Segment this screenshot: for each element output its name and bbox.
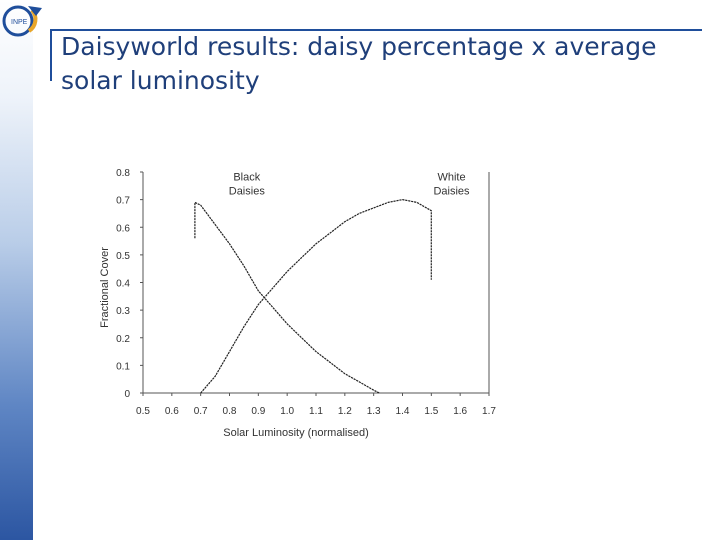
daisyworld-chart: 0 0.1 0.2 0.3 0.4 0.5 0.6 0.7 0.8 0.5 0.6 0.7 0.8 0.9… [99,168,496,439]
y-tick-label: 0.1 [116,361,130,372]
chart-series [194,199,432,394]
series-label: Daisies [433,185,470,197]
slide-title: Daisyworld results: daisy percentage x a… [61,32,657,95]
series-label: Daisies [229,185,266,197]
y-tick-label: 0.4 [116,279,130,290]
x-axis-title: Solar Luminosity (normalised) [223,427,369,439]
chart-labels: Black Daisies White Daisies Solar Luminosity… [99,171,470,439]
y-axis-title: Fractional Cover [99,247,111,328]
x-tick-label: 0.9 [251,406,265,417]
series-label: White [437,171,465,183]
x-tick-label: 1.2 [338,406,352,417]
x-tick-label: 1.3 [367,406,381,417]
x-tick-label: 0.8 [223,406,237,417]
x-tick-label: 1.5 [424,406,438,417]
y-tick-label: 0.3 [116,306,130,317]
x-tick-label: 1.4 [396,406,410,417]
series-line [194,201,380,394]
series-line [200,199,432,394]
x-tick-label: 1.7 [482,406,496,417]
y-tick-label: 0.6 [116,223,130,234]
chart-ticks: 0 0.1 0.2 0.3 0.4 0.5 0.6 0.7 0.8 0.5 0.6 0.7 0.8 0.9… [116,168,496,417]
series-label: Black [233,171,260,183]
y-tick-label: 0.2 [116,334,130,345]
y-tick-label: 0.8 [116,168,130,179]
inpe-logo-icon: INPE [2,5,42,37]
slide-sidebar [0,0,33,540]
x-tick-label: 1.0 [280,406,294,417]
y-tick-label: 0.5 [116,251,130,262]
y-tick-label: 0.7 [116,196,130,207]
x-tick-label: 1.1 [309,406,323,417]
x-tick-label: 0.6 [165,406,179,417]
x-tick-label: 0.5 [136,406,150,417]
x-tick-label: 1.6 [453,406,467,417]
y-tick-label: 0 [124,389,130,400]
title-rule-left [50,29,52,81]
x-tick-label: 0.7 [194,406,208,417]
title-rule-top [50,29,702,31]
logo-text: INPE [11,19,28,26]
